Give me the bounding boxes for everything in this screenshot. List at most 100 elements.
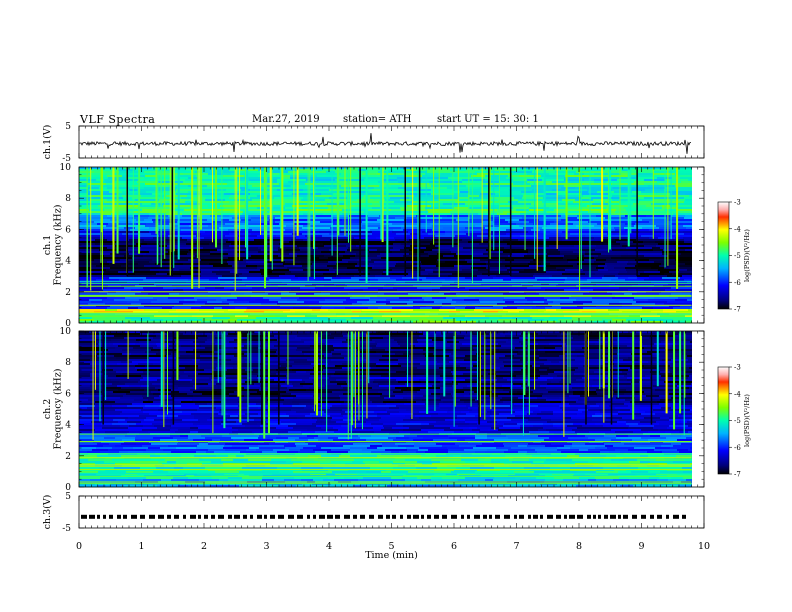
spectrogram-cell	[234, 407, 259, 410]
spectrogram-cell	[390, 309, 400, 312]
spectrogram-cell	[176, 169, 187, 172]
spectrogram-cell	[567, 277, 581, 280]
spectrogram-cell	[260, 385, 282, 388]
spectrogram-cell	[464, 231, 492, 234]
spectrogram-cell	[461, 459, 479, 462]
spectrogram-cell	[180, 355, 201, 358]
spectrogram-cell	[193, 401, 222, 404]
spectrogram-cell	[217, 249, 229, 252]
spectrogram-cell	[450, 345, 473, 348]
spectrogram-cell	[601, 375, 625, 378]
spectrogram-cell	[601, 205, 631, 208]
spectrogram-cell	[191, 273, 217, 276]
spectrogram-cell	[175, 271, 202, 274]
spectrogram-cell	[325, 365, 336, 368]
spectrogram-cell	[327, 451, 349, 454]
spectrogram-cell	[603, 383, 613, 386]
spectrogram-cell	[220, 363, 237, 366]
spectrogram-cell	[304, 353, 333, 356]
spectrogram-cell	[237, 365, 261, 368]
spectrogram-cell	[219, 349, 249, 352]
spectrogram-cell	[292, 405, 307, 408]
spectrogram-cell	[647, 351, 661, 354]
spectrogram-cell	[136, 321, 164, 324]
spectrogram-cell	[233, 439, 245, 442]
spectrogram-cell	[641, 317, 662, 320]
spectrogram-cell	[95, 367, 107, 370]
spectrogram-cell	[439, 405, 467, 408]
spectrogram-cell	[149, 231, 179, 234]
spectrogram-cell	[661, 445, 674, 448]
spectrogram-cell	[79, 311, 95, 314]
spectrogram-cell	[500, 461, 513, 464]
spectrogram-cell	[452, 373, 464, 376]
spectrogram-cell	[588, 449, 601, 452]
spectrogram-cell	[359, 183, 371, 186]
spectrogram-cell	[676, 289, 692, 292]
spectrogram-cell	[386, 389, 402, 392]
spectrogram-cell	[594, 257, 612, 260]
spectrogram-cell	[438, 313, 457, 316]
spectrogram-cell	[685, 315, 692, 318]
spectrogram-cell	[502, 261, 531, 264]
spectrogram-cell	[503, 309, 525, 312]
spectrogram-cell	[496, 375, 517, 378]
spectrogram-cell	[566, 237, 595, 240]
spectrogram-cell	[330, 227, 344, 230]
spectrogram-cell	[409, 253, 429, 256]
spectrogram-cell	[152, 423, 175, 426]
spectrogram-cell	[510, 205, 534, 208]
spectrogram-cell	[506, 435, 524, 438]
spectrogram-cell	[142, 395, 160, 398]
spectrogram-cell	[281, 397, 294, 400]
spectrogram-cell	[478, 201, 493, 204]
spectrogram-cell	[596, 391, 615, 394]
spectrogram-cell	[497, 281, 507, 284]
spectrogram-cell	[79, 383, 103, 386]
spectrogram-cell	[466, 413, 480, 416]
spectrogram-cell	[242, 273, 262, 276]
spectrogram-cell	[433, 353, 444, 356]
spectrogram-cell	[664, 273, 673, 276]
spectrogram-cell	[458, 243, 480, 246]
spectrogram-cell	[263, 213, 273, 216]
spectrogram-cell	[416, 219, 441, 222]
spectrogram-cell	[584, 361, 600, 364]
spectrogram-cell	[474, 391, 483, 394]
spectrogram-cell	[392, 273, 409, 276]
spectrogram-cell	[282, 177, 291, 180]
spectrogram-cell	[399, 259, 416, 262]
spectrogram-cell	[514, 355, 540, 358]
spectrogram-cell	[107, 247, 116, 250]
spectrogram-cell	[374, 261, 399, 264]
spectrogram-cell	[119, 171, 145, 174]
spectrogram-cell	[197, 425, 225, 428]
sferic-trace	[280, 167, 283, 249]
spectrogram-cell	[597, 445, 606, 448]
spectrogram-cell	[394, 455, 422, 458]
spectrogram-cell	[398, 363, 421, 366]
spectrogram-cell	[154, 425, 172, 428]
spectrogram-cell	[376, 351, 391, 354]
spectrogram-cell	[205, 341, 230, 344]
spectrogram-cell	[291, 215, 317, 218]
spectrogram-cell	[279, 183, 306, 186]
spectrogram-cell	[376, 237, 395, 240]
spectrogram-cell	[396, 279, 423, 282]
spectrogram-cell	[466, 233, 481, 236]
spectrogram-cell	[419, 227, 444, 230]
spectrogram-cell	[585, 235, 613, 238]
spectrogram-cell	[645, 375, 662, 378]
spectrogram-cell	[686, 411, 692, 414]
spectrogram-cell	[371, 259, 389, 262]
spectrogram-cell	[495, 369, 522, 372]
spectrogram-cell	[96, 305, 111, 308]
spectrogram-cell	[307, 435, 319, 438]
spectrogram-cell	[466, 367, 478, 370]
spectrogram-cell	[353, 393, 383, 396]
spectrogram-cell	[250, 243, 271, 246]
spectrogram-cell	[292, 369, 313, 372]
spectrogram-cell	[100, 451, 120, 454]
spectrogram-cell	[226, 373, 248, 376]
spectrogram-cell	[666, 167, 681, 170]
